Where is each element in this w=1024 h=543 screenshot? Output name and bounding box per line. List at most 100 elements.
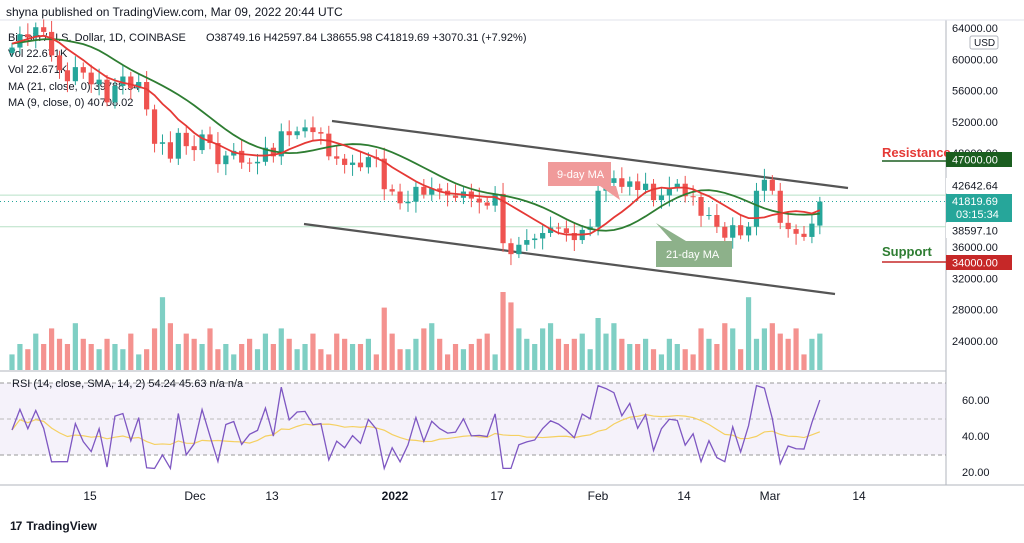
volume-bar — [302, 344, 308, 370]
volume-bar — [151, 328, 158, 370]
volume-bar — [270, 344, 276, 370]
volume-bar — [547, 323, 554, 370]
volume-bar — [627, 344, 633, 370]
candle-body — [239, 150, 245, 163]
volume-bar — [310, 333, 316, 370]
candle-body — [643, 183, 649, 190]
candle-body — [555, 227, 562, 229]
time-axis-label: Feb — [588, 489, 609, 503]
published-header: shyna published on TradingView.com, Mar … — [6, 5, 343, 19]
candle-body — [49, 31, 55, 56]
candle-body — [342, 158, 348, 165]
volume-bar — [175, 344, 181, 370]
candle-body — [563, 228, 569, 234]
currency-label: USD — [974, 38, 995, 49]
time-axis-label: Dec — [184, 489, 205, 503]
legend-ma9: MA (9, close, 0) 40708.02 — [8, 97, 134, 109]
volume-bar — [555, 338, 562, 370]
volume-bar — [524, 338, 530, 370]
candle-body — [112, 85, 118, 103]
ma9-callout-label: 9-day MA — [557, 169, 605, 181]
low-line-badge-box — [946, 223, 1012, 238]
candle-body — [508, 243, 514, 255]
candle-body — [595, 190, 601, 227]
candle-body — [365, 157, 371, 168]
volume-bar — [349, 344, 356, 370]
volume-bar — [587, 349, 593, 370]
candle-body — [286, 131, 292, 136]
volume-bar — [128, 333, 134, 370]
currency-box — [969, 35, 999, 50]
candle-body — [278, 131, 284, 157]
volume-bar — [80, 338, 86, 370]
volume-bar — [500, 292, 506, 370]
volume-bar — [753, 338, 760, 370]
channel-upper-line — [331, 119, 849, 190]
volume-bar — [215, 349, 221, 370]
volume-bar — [706, 338, 712, 370]
volume-bar — [468, 344, 474, 370]
candle-body — [25, 34, 31, 38]
volume-bar — [64, 344, 71, 370]
candle-body — [33, 27, 39, 38]
volume-bar — [738, 349, 744, 370]
candle-body — [88, 72, 94, 85]
volume-bar — [563, 344, 569, 370]
volume-bar — [144, 349, 150, 370]
candle-body — [452, 195, 459, 198]
ma9-callout-box — [548, 162, 620, 200]
volume-bar — [33, 333, 39, 370]
candle-body — [516, 244, 522, 255]
legend-volume-2: Vol 22.671K — [8, 64, 68, 76]
volume-bar — [690, 354, 696, 370]
ma9-line — [11, 34, 821, 236]
candle-body — [41, 27, 47, 32]
candle-body — [120, 76, 126, 86]
candle-body — [254, 161, 261, 164]
volume-bar — [294, 349, 300, 370]
footer-brand[interactable]: 17 TradingView — [10, 519, 97, 533]
candle-body — [429, 188, 435, 195]
volume-bar — [674, 344, 680, 370]
volume-bar — [785, 338, 791, 370]
volume-bar — [231, 354, 237, 370]
volume-bar — [56, 338, 63, 370]
candle-body — [484, 202, 490, 206]
candle-body — [334, 156, 340, 159]
volume-bar — [714, 344, 720, 370]
channel-lower-line — [303, 222, 836, 296]
candle-body — [175, 132, 181, 159]
volume-bar — [413, 338, 419, 370]
volume-bar — [389, 333, 395, 370]
volume-bar — [254, 349, 261, 370]
volume-bar — [223, 344, 229, 370]
candle-body — [199, 134, 205, 151]
volume-bar — [532, 344, 538, 370]
candle-body — [619, 178, 625, 187]
volume-bar — [112, 344, 118, 370]
volume-bar — [88, 344, 94, 370]
ma21-callout-label: 21-day MA — [666, 249, 720, 261]
ma21-line — [11, 38, 820, 232]
rsi-tick-label: 60.00 — [962, 395, 990, 407]
ma21-callout-box — [656, 223, 732, 267]
resistance-badge-box — [946, 152, 1012, 167]
candle-body — [136, 81, 142, 89]
candle-body — [349, 162, 356, 165]
volume-bar — [516, 328, 522, 370]
candle-body — [381, 158, 387, 190]
candle-body — [310, 127, 316, 133]
rsi-label: RSI (14, close, SMA, 14, 2) 54.24 45.63 … — [12, 378, 244, 390]
volume-bar — [682, 349, 688, 370]
candle-body — [437, 188, 443, 191]
candle-body — [761, 179, 767, 191]
volume-bar — [571, 338, 577, 370]
time-axis-label: 2022 — [382, 489, 409, 503]
candle-body — [397, 191, 403, 204]
volume-bar — [286, 338, 292, 370]
high-line-badge-box — [946, 178, 1012, 193]
volume-bar — [421, 328, 427, 370]
candle-body — [650, 183, 657, 201]
price-tick-label: 56000.00 — [952, 86, 998, 98]
